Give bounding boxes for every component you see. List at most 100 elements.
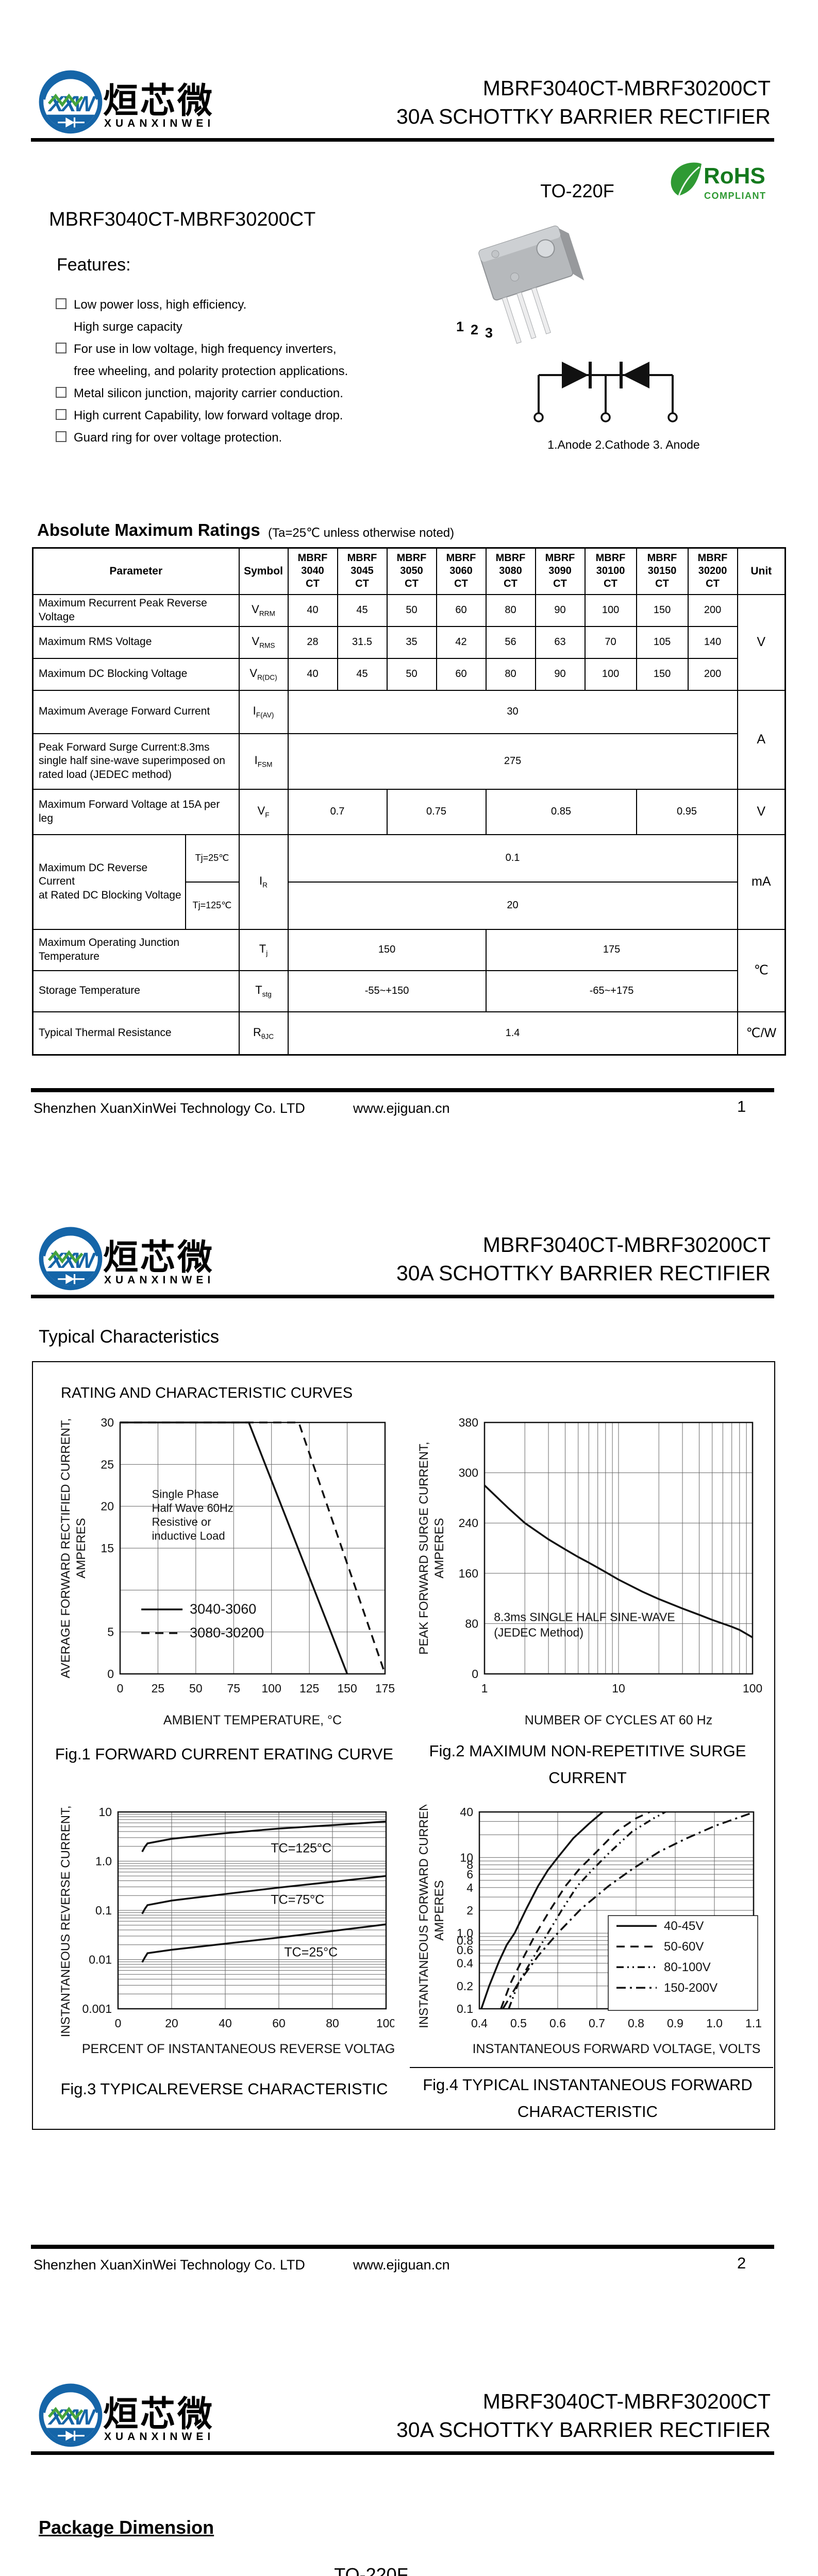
doc-title-part-range: MBRF3040CT-MBRF30200CT — [482, 76, 771, 100]
svg-text:0.8: 0.8 — [628, 2016, 644, 2030]
logo-chinese-name: 烜芯微 — [103, 2395, 215, 2434]
table-cell: 40 — [287, 594, 338, 627]
svg-text:5: 5 — [107, 1625, 114, 1639]
svg-text:1.0: 1.0 — [457, 1926, 473, 1940]
footer-website: www.ejiguan.cn — [353, 1100, 450, 1116]
doc-title-description: 30A SCHOTTKY BARRIER RECTIFIER — [396, 105, 771, 128]
svg-text:100: 100 — [376, 2016, 394, 2030]
svg-text:125: 125 — [299, 1682, 319, 1695]
table-cell: 100 — [584, 594, 637, 627]
svg-text:100: 100 — [262, 1682, 281, 1695]
svg-text:20: 20 — [165, 2016, 178, 2030]
svg-text:3080-30200: 3080-30200 — [190, 1625, 264, 1640]
pin-number-3: 3 — [485, 325, 493, 341]
table-cell: 0.75 — [386, 788, 487, 835]
svg-text:0.6: 0.6 — [457, 1943, 473, 1957]
table-cell: 45 — [337, 594, 388, 627]
table-cell: Maximum Average Forward Current — [32, 689, 240, 734]
table-cell: Parameter — [32, 547, 240, 595]
svg-text:15: 15 — [101, 1541, 114, 1555]
footer-company: Shenzhen XuanXinWei Technology Co. LTD — [34, 2257, 305, 2273]
dual-diode-schematic — [533, 362, 678, 422]
svg-text:380: 380 — [459, 1416, 478, 1429]
svg-text:INSTANTANEOUS FORWARD VOLTAGE,: INSTANTANEOUS FORWARD VOLTAGE, VOLTS — [473, 2042, 761, 2056]
diode-right-icon — [623, 362, 649, 388]
table-cell: IFSM — [238, 733, 289, 790]
header-rule — [31, 1295, 774, 1298]
leaf-icon — [671, 162, 702, 196]
svg-text:0.2: 0.2 — [457, 1979, 473, 1993]
table-cell: Maximum RMS Voltage — [32, 625, 240, 659]
table-cell: 28 — [287, 625, 338, 659]
amr-condition: (Ta=25℃ unless otherwise noted) — [268, 526, 455, 540]
svg-text:0: 0 — [115, 2016, 122, 2030]
svg-text:inductive Load: inductive Load — [152, 1529, 225, 1542]
table-cell: 50 — [386, 594, 437, 627]
svg-text:40-45V: 40-45V — [664, 1919, 704, 1933]
table-cell: -55~+150 — [287, 970, 487, 1012]
svg-text:25: 25 — [101, 1458, 114, 1471]
logo-latin-name: XUANXINWEI — [104, 1274, 215, 1286]
logo-latin-name: XUANXINWEI — [104, 2431, 215, 2443]
svg-text:PEAK FORWARD SURGE CURRENT,: PEAK FORWARD SURGE CURRENT, — [417, 1442, 431, 1654]
page-3: XXW 烜芯微 XUANXINWEI MBRF3040CT-MBRF30200C… — [0, 2313, 818, 2576]
svg-text:Half Wave 60Hz: Half Wave 60Hz — [152, 1501, 233, 1514]
svg-text:175: 175 — [375, 1682, 394, 1695]
svg-text:0: 0 — [472, 1667, 478, 1681]
svg-text:1.0: 1.0 — [706, 2016, 723, 2030]
doc-title-description: 30A SCHOTTKY BARRIER RECTIFIER — [396, 1261, 771, 1285]
rohs-compliant-text: COMPLIANT — [704, 191, 766, 201]
features-title: Features: — [57, 255, 131, 275]
terminal-1 — [533, 412, 544, 422]
logo-zigzag-icon — [47, 1250, 84, 1264]
checkbox-icon — [56, 409, 66, 420]
svg-text:25: 25 — [152, 1682, 165, 1695]
footer-company: Shenzhen XuanXinWei Technology Co. LTD — [34, 1100, 305, 1116]
terminal-3 — [667, 412, 678, 422]
table-cell: 50 — [386, 657, 437, 691]
table-cell: Maximum DC Reverse Current at Rated DC B… — [32, 834, 186, 930]
table-cell: 80 — [485, 594, 536, 627]
feature-item: For use in low voltage, high frequency i… — [56, 342, 337, 357]
doc-title-part-range: MBRF3040CT-MBRF30200CT — [482, 2389, 771, 2413]
svg-text:PERCENT OF INSTANTANEOUS REVER: PERCENT OF INSTANTANEOUS REVERSE VOLTAGE… — [82, 2042, 394, 2056]
svg-text:Single Phase: Single Phase — [152, 1487, 219, 1500]
header-rule — [31, 138, 774, 142]
svg-text:AMPERES: AMPERES — [432, 1880, 446, 1940]
svg-text:AMPERES: AMPERES — [432, 1518, 446, 1578]
company-logo: XXW — [32, 1224, 109, 1296]
feature-item: Low power loss, high efficiency. — [56, 298, 246, 312]
table-cell: Maximum Forward Voltage at 15A per leg — [32, 788, 240, 835]
svg-text:40: 40 — [219, 2016, 232, 2030]
table-cell: 31.5 — [337, 625, 388, 659]
table-cell: 275 — [287, 733, 738, 790]
fig3-chart: 0 20 40 60 80 100 10 1.0 0.1 0.01 0.001 PERCENT OF … — [59, 1805, 394, 2056]
table-cell: 90 — [535, 657, 586, 691]
svg-text:60: 60 — [272, 2016, 286, 2030]
svg-text:40: 40 — [460, 1805, 473, 1819]
svg-text:0.6: 0.6 — [549, 2016, 566, 2030]
svg-text:0.4: 0.4 — [471, 2016, 488, 2030]
logo-zigzag-icon — [47, 93, 84, 107]
package-name: TO-220F — [334, 2564, 408, 2576]
fig2-chart: 1 10 100 0 80 160 240 300 380 NUMBER OF CYCLES AT… — [417, 1416, 762, 1727]
svg-text:Resistive or: Resistive or — [152, 1515, 211, 1528]
svg-text:TC=125°C: TC=125°C — [271, 1841, 331, 1856]
table-cell: 150 — [636, 594, 689, 627]
table-cell: Tj — [238, 928, 289, 971]
checkbox-icon — [56, 431, 66, 442]
company-logo-mark: XXW — [39, 70, 103, 134]
svg-text:1.1: 1.1 — [745, 2016, 762, 2030]
svg-text:50: 50 — [189, 1682, 203, 1695]
svg-text:TC=75°C: TC=75°C — [271, 1893, 324, 1907]
table-cell: Maximum Recurrent Peak Reverse Voltage — [32, 594, 240, 627]
table-cell: 140 — [687, 625, 738, 659]
table-cell: IR — [238, 834, 289, 930]
table-cell: 20 — [287, 881, 738, 930]
svg-text:INSTANTANEOUS REVERSE CURRENT,: INSTANTANEOUS REVERSE CURRENT, mA — [59, 1805, 73, 2037]
table-cell: 150 — [287, 928, 487, 971]
svg-text:300: 300 — [459, 1466, 478, 1480]
table-cell: MBRF 3060 CT — [436, 547, 487, 595]
table-cell: 0.7 — [287, 788, 388, 835]
svg-text:240: 240 — [459, 1516, 478, 1530]
